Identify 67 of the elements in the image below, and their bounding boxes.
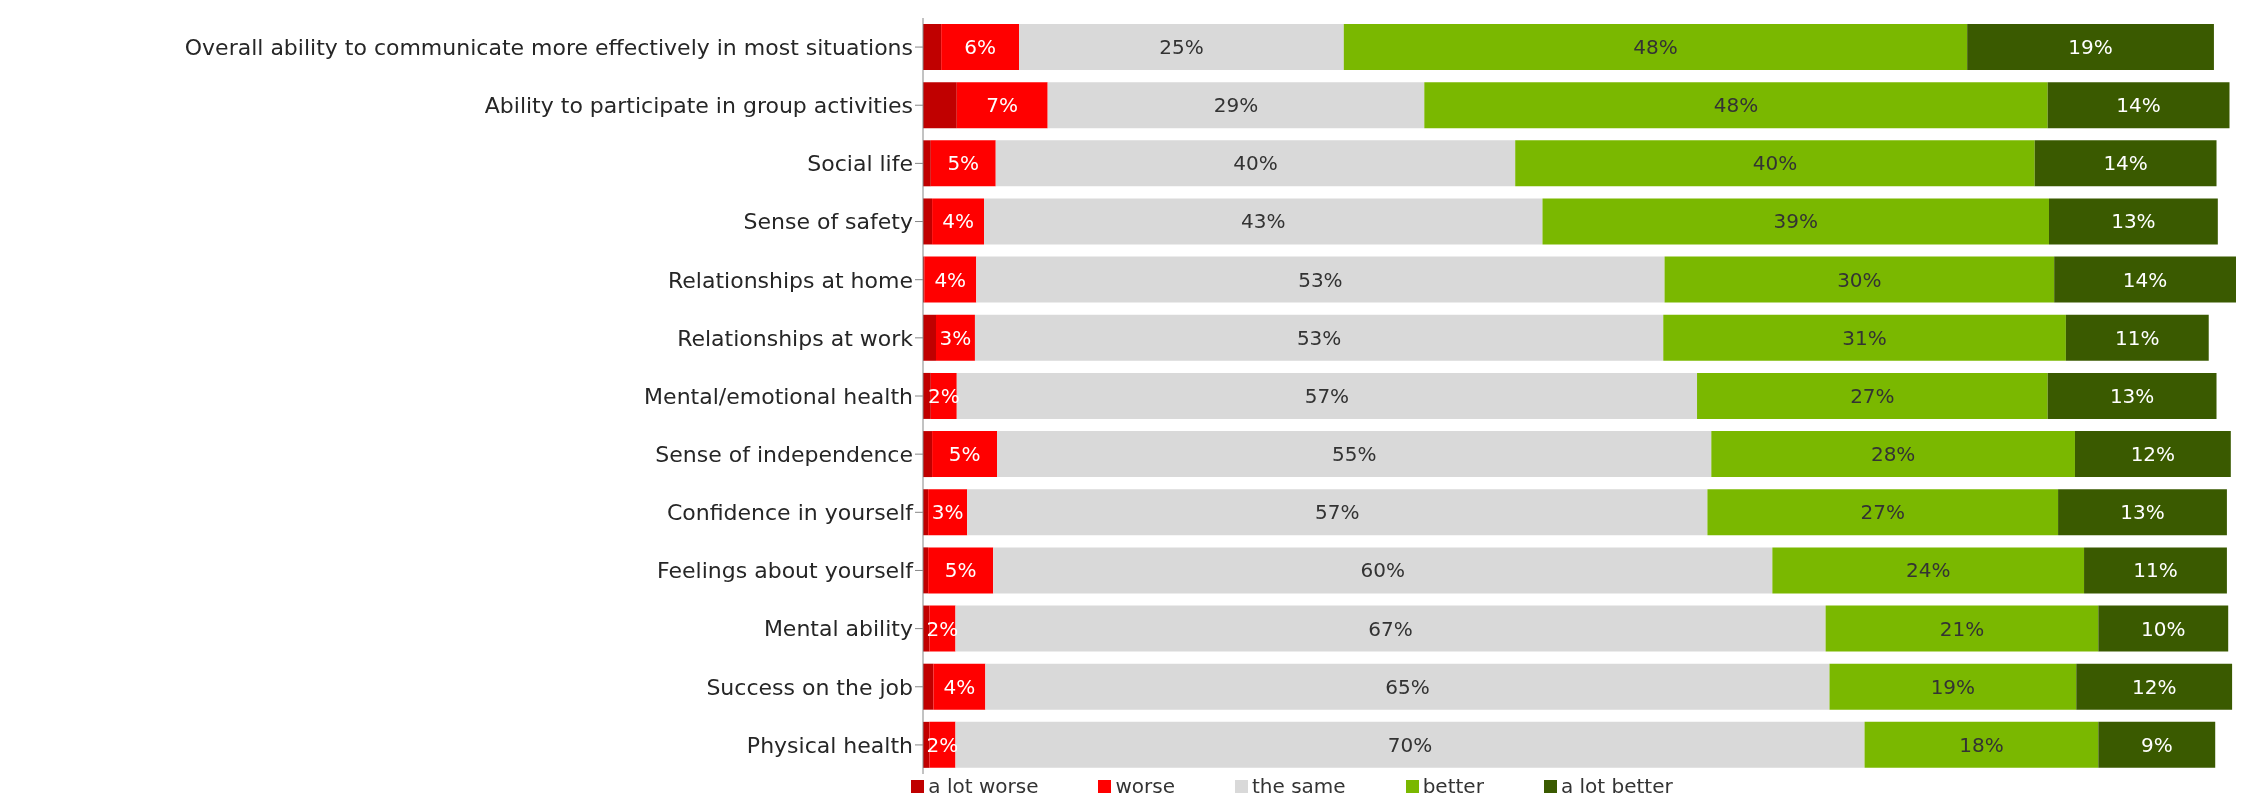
data-label: 3% [939,325,972,350]
data-label: 9% [2140,732,2173,757]
y-tick-label: Social life [807,151,913,177]
data-label: 21% [1939,616,1985,641]
data-label: 57% [1315,500,1360,525]
data-label: 40% [1752,151,1798,176]
legend-label: worse [1114,774,1175,798]
data-label: 28% [1870,442,1916,467]
data-label: 48% [1633,35,1678,59]
y-tick-label: Physical health [746,732,913,758]
y-tick-label: Feelings about yourself [657,558,915,584]
data-label: 39% [1773,209,1818,234]
data-label: 19% [2068,35,2113,59]
data-label: 5% [947,151,980,176]
data-label: 13% [2120,500,2165,525]
data-label: 18% [1959,732,2004,757]
data-label: 53% [1298,267,1343,292]
data-label: 31% [1842,325,1887,350]
data-label: 5% [944,558,977,583]
data-label: 25% [1159,35,1204,59]
y-tick-label: Success on the job [706,674,913,700]
data-label: 14% [2103,151,2148,176]
data-label: 53% [1296,325,1342,350]
data-label: 11% [2115,325,2160,350]
data-label: 4% [943,674,976,699]
y-tick-label: Relationships at work [677,325,914,351]
data-label: 4% [934,267,967,292]
data-label: 29% [1213,93,1259,118]
y-tick-label: Sense of independence [655,441,913,467]
y-tick-label: Sense of safety [743,209,913,235]
data-label: 14% [2116,93,2161,118]
data-label: 7% [986,93,1019,118]
data-label: 43% [1241,209,1286,234]
data-label: 3% [931,500,964,525]
y-tick-label: Overall ability to communicate more effectively in most situations [184,34,913,60]
y-tick-label: Relationships at home [668,267,913,293]
data-label: 57% [1304,383,1350,408]
data-label: 6% [964,35,997,59]
data-label: 27% [1860,500,1905,525]
y-tick-label: Mental ability [763,616,913,642]
data-label: 13% [2111,209,2156,234]
data-label: 30% [1837,267,1882,292]
data-label: 13% [2109,383,2155,408]
data-label: 65% [1385,674,1430,699]
data-label: 11% [2133,558,2178,583]
data-label: 14% [2122,267,2168,292]
y-tick-label: Ability to participate in group activities [484,93,913,119]
data-label: 24% [1905,558,1951,583]
legend-label: better [1421,774,1484,798]
data-label: 67% [1368,616,1413,641]
data-label: 12% [2131,674,2177,699]
data-label: 55% [1331,442,1377,467]
data-label: 5% [948,442,981,467]
legend-label: the same [1251,774,1346,798]
data-label: 10% [2141,616,2186,641]
y-tick-label: Confidence in yourself [666,500,915,526]
y-tick-label: Mental/emotional health [644,383,913,409]
data-label: 60% [1360,558,1405,583]
data-label: 19% [1930,674,1976,699]
data-label: 48% [1713,93,1759,118]
data-label: 40% [1233,151,1278,176]
data-label: 70% [1387,732,1433,757]
legend-label: a lot worse [927,774,1039,798]
data-label: 12% [2130,442,2176,467]
data-label: 4% [942,209,974,234]
data-label: 27% [1850,383,1895,408]
legend-label: a lot better [1559,774,1673,798]
